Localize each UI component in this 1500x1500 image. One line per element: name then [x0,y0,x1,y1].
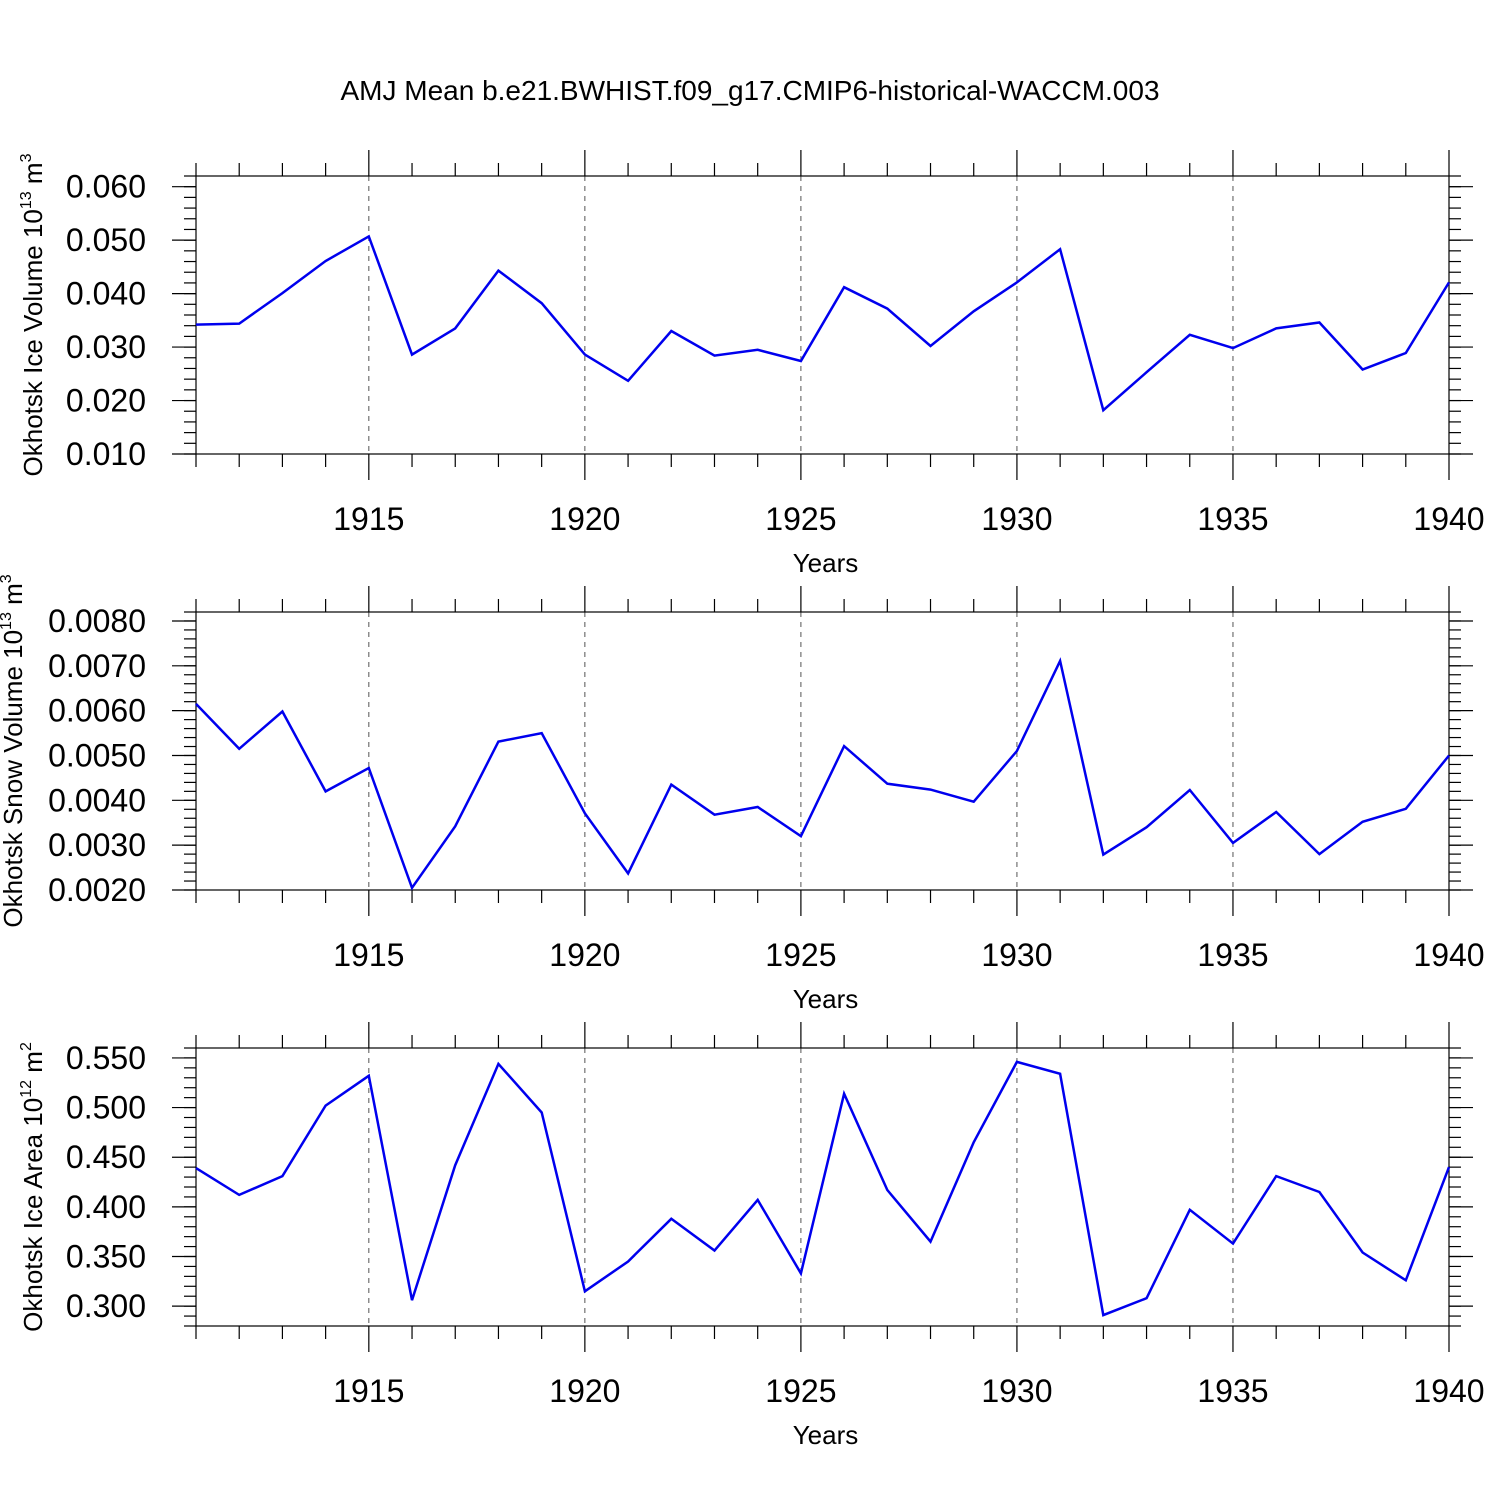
y-axis-label: Okhotsk Ice Area 1012 m2 [18,1042,48,1332]
y-tick-label: 0.050 [66,222,146,258]
x-tick-label: 1940 [1413,1373,1484,1409]
series-line [195,1060,1451,1317]
x-tick-label: 1935 [1197,501,1268,537]
y-tick-label: 0.300 [66,1288,146,1324]
y-axis-label: Okhotsk Snow Volume 1013 m3 [0,574,28,927]
plot-frame [195,611,1450,891]
x-tick-label: 1915 [333,1373,404,1409]
y-tick-label: 0.450 [66,1139,146,1175]
x-tick-label: 1930 [981,937,1052,973]
y-tick-label: 0.0020 [48,872,146,908]
y-tick-label: 0.0050 [48,737,146,773]
y-tick-label: 0.350 [66,1239,146,1275]
y-tick-label: 0.0070 [48,648,146,684]
x-tick-label: 1915 [333,937,404,973]
x-tick-label: 1915 [333,501,404,537]
y-tick-label: 0.010 [66,436,146,472]
plot-frame [195,175,1450,455]
x-tick-label: 1925 [765,937,836,973]
y-tick-label: 0.500 [66,1090,146,1126]
x-axis-label: Years [793,1420,859,1450]
y-tick-label: 0.400 [66,1189,146,1225]
y-tick-label: 0.0030 [48,827,146,863]
series-line [195,234,1451,413]
x-axis-label: Years [793,984,859,1014]
y-axis-label: Okhotsk Ice Volume 1013 m3 [18,153,48,476]
plot-frame [195,1047,1450,1327]
y-tick-label: 0.550 [66,1040,146,1076]
x-tick-label: 1920 [549,501,620,537]
y-tick-label: 0.020 [66,383,146,419]
y-tick-label: 0.0040 [48,782,146,818]
y-tick-label: 0.060 [66,169,146,205]
x-axis-label: Years [793,548,859,578]
x-tick-label: 1940 [1413,937,1484,973]
x-tick-label: 1935 [1197,1373,1268,1409]
y-tick-label: 0.0060 [48,693,146,729]
x-tick-label: 1920 [549,937,620,973]
y-tick-label: 0.030 [66,329,146,365]
chart-title: AMJ Mean b.e21.BWHIST.f09_g17.CMIP6-hist… [340,75,1159,106]
series-line [195,657,1450,891]
x-tick-label: 1930 [981,1373,1052,1409]
x-tick-label: 1930 [981,501,1052,537]
panel-2: 1915 1920 1925 1930 1935 1940 0.0020 0.0030 0.00… [0,574,1485,1014]
x-tick-label: 1920 [549,1373,620,1409]
x-tick-label: 1935 [1197,937,1268,973]
panels: 1915 1920 1925 1930 1935 1940 0.010 0.020 0.030 0… [0,150,1485,1450]
panel-1: 1915 1920 1925 1930 1935 1940 0.010 0.020 0.030 0… [18,150,1485,578]
x-tick-label: 1925 [765,501,836,537]
x-tick-label: 1925 [765,1373,836,1409]
y-tick-label: 0.0080 [48,603,146,639]
x-tick-label: 1940 [1413,501,1484,537]
y-tick-label: 0.040 [66,276,146,312]
panel-3: 1915 1920 1925 1930 1935 1940 0.300 0.350 0.400 0… [18,1022,1485,1450]
